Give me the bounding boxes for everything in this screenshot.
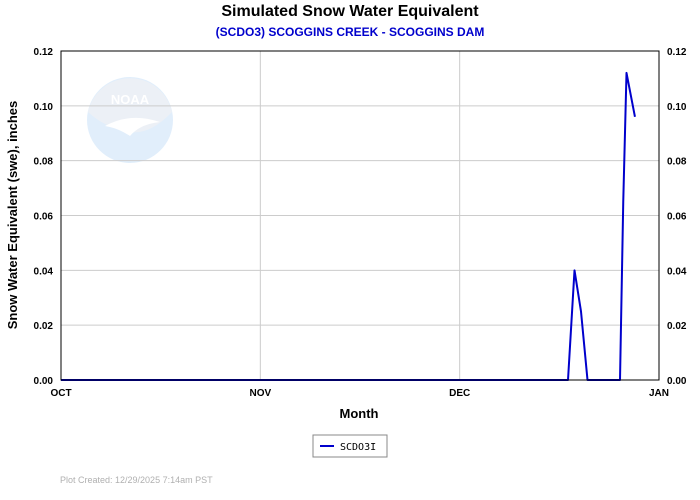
- noaa-logo-text: NOAA: [111, 92, 150, 107]
- y-tick-label-left: 0.02: [34, 321, 54, 332]
- y-axis-label: Snow Water Equivalent (swe), inches: [5, 101, 20, 330]
- x-axis-ticks: OCT NOV DEC JAN: [50, 388, 669, 399]
- y-tick-label-left: 0.06: [34, 212, 54, 223]
- y-tick-label-left: 0.08: [34, 157, 54, 168]
- noaa-logo-top: [88, 78, 172, 133]
- y-tick-label-left: 0.00: [34, 376, 54, 387]
- plot-created-note: Plot Created: 12/29/2025 7:14am PST: [60, 475, 213, 485]
- y-tick-label-left: 0.04: [34, 266, 54, 277]
- noaa-logo-bird: [105, 117, 160, 136]
- y-tick-label-right: 0.04: [667, 266, 687, 277]
- y-tick-label-right: 0.06: [667, 212, 687, 223]
- chart-title: Simulated Snow Water Equivalent: [221, 3, 479, 20]
- chart-subtitle: (SCDO3) SCOGGINS CREEK - SCOGGINS DAM: [216, 25, 485, 39]
- legend-label: SCDO3I: [340, 442, 376, 453]
- noaa-logo: NOAA: [87, 77, 173, 163]
- y-tick-label-left: 0.12: [34, 47, 54, 58]
- x-tick-label: OCT: [50, 388, 71, 399]
- y-tick-label-right: 0.10: [667, 102, 687, 113]
- y-tick-label-right: 0.00: [667, 376, 687, 387]
- x-axis-label: Month: [340, 406, 379, 421]
- legend-box: [312, 434, 388, 458]
- x-tick-label: NOV: [249, 388, 271, 399]
- y-axis-right-ticks: 0.00 0.02 0.04 0.06 0.08 0.10 0.12: [667, 47, 687, 387]
- y-axis-left-ticks: 0.00 0.02 0.04 0.06 0.08 0.10 0.12: [34, 47, 54, 387]
- plot-frame: [60, 50, 660, 381]
- y-tick-label-right: 0.08: [667, 157, 687, 168]
- x-tick-label: JAN: [649, 388, 669, 399]
- legend: SCDO3I: [312, 434, 388, 458]
- y-tick-label-right: 0.12: [667, 47, 687, 58]
- y-tick-label-right: 0.02: [667, 321, 687, 332]
- y-tick-label-left: 0.10: [34, 102, 54, 113]
- x-tick-label: DEC: [449, 388, 470, 399]
